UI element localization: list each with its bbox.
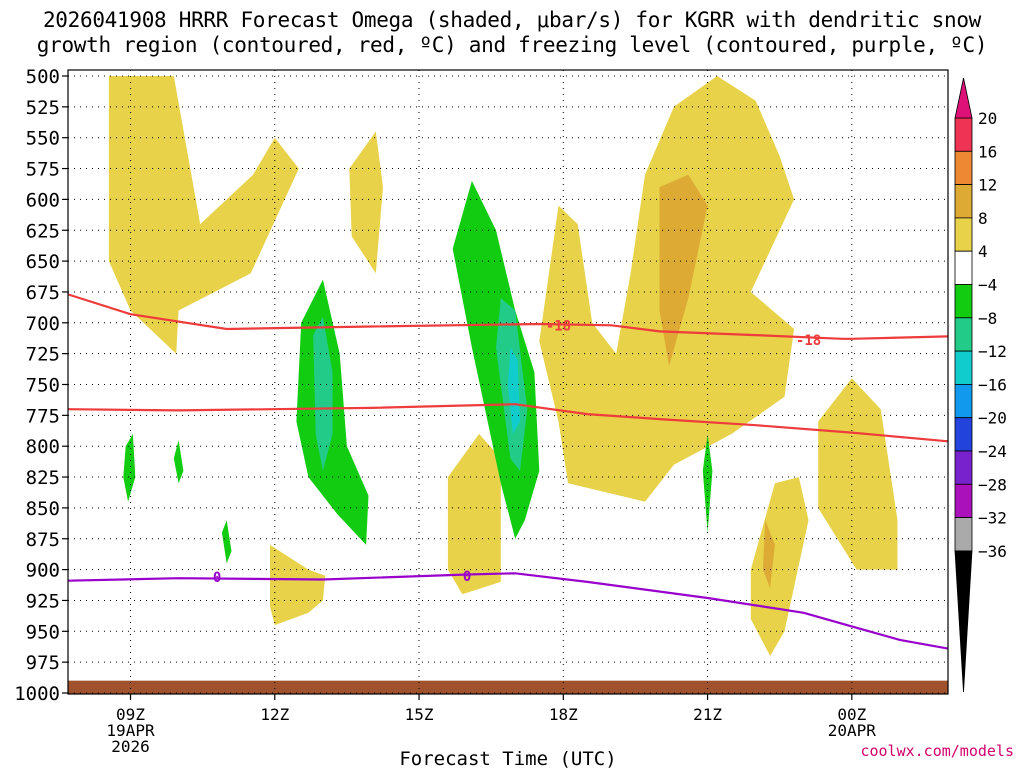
y-tick-label-850: 850 xyxy=(26,498,60,520)
y-tick-label-725: 725 xyxy=(26,344,60,366)
colorbar-label-1: 16 xyxy=(978,142,997,161)
x-axis-label: Forecast Time (UTC) xyxy=(399,748,616,768)
omega-region-0 xyxy=(108,76,299,354)
colorbar-band-0 xyxy=(954,117,973,152)
omega-region-8 xyxy=(762,520,775,589)
omega-region-14 xyxy=(123,433,136,502)
y-tick-label-600: 600 xyxy=(26,189,60,211)
y-tick-label-500: 500 xyxy=(26,66,60,88)
grid-lines xyxy=(68,70,948,694)
y-tick-label-700: 700 xyxy=(26,313,60,335)
colorbar-band-1 xyxy=(954,150,973,186)
colorbar-top-triangle xyxy=(954,77,973,119)
y-tick-label-625: 625 xyxy=(26,220,60,242)
x-tick-label-21-0: 21Z xyxy=(693,705,722,724)
colorbar-label-0: 20 xyxy=(978,109,997,128)
colorbar-label-8: −16 xyxy=(978,375,1007,394)
y-tick-label-800: 800 xyxy=(26,436,60,458)
freezing-level-label-0: 0 xyxy=(213,570,221,586)
y-tick-label-875: 875 xyxy=(26,529,60,551)
colorbar-label-7: −12 xyxy=(978,342,1007,361)
omega-shading xyxy=(68,76,948,694)
dgz-contour-0 xyxy=(68,293,948,340)
y-axis: 500 525 550 575 600 625 650 675 700 725 750 775 800 8… xyxy=(14,66,68,705)
colorbar-label-3: 8 xyxy=(978,209,988,228)
colorbar-band-5 xyxy=(954,284,973,319)
colorbar-band-4 xyxy=(954,250,973,285)
y-tick-label-750: 750 xyxy=(26,375,60,397)
freezing-level-label-1: 0 xyxy=(463,569,471,585)
chart-title-line-2: growth region (contoured, red, ºC) and f… xyxy=(36,33,988,57)
x-tick-label-24-0: 00Z xyxy=(837,705,866,724)
omega-region-2 xyxy=(447,433,501,595)
dgz-label-0: -18 xyxy=(546,318,571,334)
plot-frame xyxy=(67,69,949,695)
colorbar-label-12: −32 xyxy=(978,509,1007,528)
y-tick-label-825: 825 xyxy=(26,467,60,489)
colorbar-label-5: −4 xyxy=(978,276,997,295)
y-tick-label-950: 950 xyxy=(26,621,60,643)
y-tick-label-975: 975 xyxy=(26,652,60,674)
colorbar-band-12 xyxy=(954,517,973,552)
omega-region-13 xyxy=(508,347,520,434)
colorbar-label-2: 12 xyxy=(978,176,997,195)
omega-region-1 xyxy=(349,131,383,274)
colorbar-label-10: −24 xyxy=(978,442,1007,461)
y-tick-label-675: 675 xyxy=(26,282,60,304)
colorbar-band-11 xyxy=(954,483,973,518)
contour-lines: -18 -18 0 0 xyxy=(68,293,948,650)
colorbar-label-13: −36 xyxy=(978,542,1007,561)
colorbar-label-6: −8 xyxy=(978,309,997,328)
colorbar-label-4: 4 xyxy=(978,242,988,261)
colorbar-label-11: −28 xyxy=(978,475,1007,494)
dgz-label-1: -18 xyxy=(796,333,821,349)
colorbar: 20 16 12 8 4 −4 −8 −12 −16 −20 −24 −28 −32 −36 xyxy=(954,77,1007,693)
colorbar-label-9: −20 xyxy=(978,409,1007,428)
omega-region-4 xyxy=(818,378,898,570)
colorbar-band-9 xyxy=(954,417,973,452)
omega-region-6 xyxy=(270,544,326,626)
freezing-level-contour xyxy=(68,572,948,650)
colorbar-band-6 xyxy=(954,317,973,352)
y-tick-label-900: 900 xyxy=(26,560,60,582)
y-tick-label-650: 650 xyxy=(26,251,60,273)
plot-border xyxy=(67,69,949,695)
x-tick-label-15-0: 15Z xyxy=(405,705,434,724)
omega-region-5 xyxy=(750,477,809,656)
omega-region-15 xyxy=(173,440,184,484)
y-tick-label-775: 775 xyxy=(26,405,60,427)
x-tick-label-12-0: 12Z xyxy=(260,705,289,724)
colorbar-band-10 xyxy=(954,450,973,485)
omega-region-16 xyxy=(221,520,232,564)
y-tick-label-525: 525 xyxy=(26,97,60,119)
x-tick-label-9-0: 09Z xyxy=(116,705,145,724)
source-credit: coolwx.com/models xyxy=(860,742,1014,760)
omega-region-17 xyxy=(702,433,713,533)
y-tick-label-575: 575 xyxy=(26,159,60,181)
colorbar-band-2 xyxy=(954,184,973,219)
colorbar-bottom-triangle xyxy=(954,550,973,693)
omega-region-11 xyxy=(313,316,333,471)
ground-layer xyxy=(68,680,948,694)
y-tick-label-1000: 1000 xyxy=(14,683,60,705)
colorbar-band-8 xyxy=(954,383,973,419)
y-tick-label-925: 925 xyxy=(26,590,60,612)
x-tick-label-24-1: 20APR xyxy=(828,721,877,740)
y-tick-label-550: 550 xyxy=(26,128,60,150)
dgz-contour-2 xyxy=(68,403,948,443)
colorbar-band-7 xyxy=(954,350,973,385)
x-tick-label-9-1: 19APR xyxy=(106,721,155,740)
x-tick-label-9-2: 2026 xyxy=(111,737,150,756)
chart-title-line-1: 2026041908 HRRR Forecast Omega (shaded, … xyxy=(42,8,982,32)
colorbar-band-3 xyxy=(954,217,973,252)
omega-region-7 xyxy=(659,174,708,366)
x-tick-label-18-0: 18Z xyxy=(549,705,578,724)
